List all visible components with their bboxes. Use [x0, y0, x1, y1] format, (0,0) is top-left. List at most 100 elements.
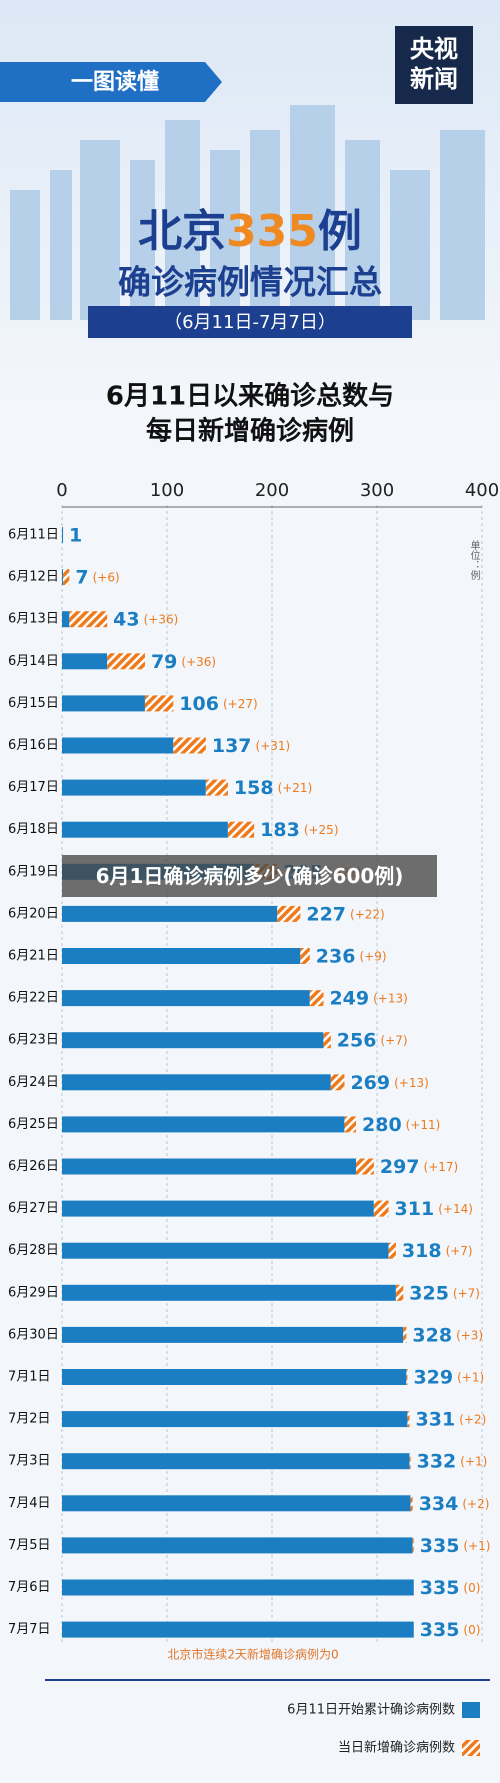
total-label: 106: [179, 693, 219, 715]
bar-segment: [62, 1074, 331, 1091]
total-label: 269: [350, 1072, 390, 1094]
bar-segment: [62, 1369, 407, 1385]
value-label: (+17): [424, 1160, 459, 1174]
bar-segment: [173, 737, 206, 754]
y-tick-label: 7月3日: [8, 1454, 51, 1469]
bar-segment: [62, 737, 174, 754]
total-label: 79: [151, 651, 177, 673]
y-tick-label: 6月14日: [8, 654, 59, 669]
bar-segment: [323, 1032, 331, 1049]
value-label: (+7): [446, 1244, 473, 1258]
value-label: (+36): [181, 655, 216, 669]
y-tick-label: 6月28日: [8, 1243, 59, 1258]
value-label: (+1): [463, 1539, 490, 1553]
x-tick-label: 0: [56, 480, 67, 501]
logo: [395, 26, 473, 104]
total-label: 297: [380, 1156, 420, 1178]
unit-label: 单位：例: [468, 540, 480, 581]
x-tick-label: 100: [150, 480, 184, 501]
subtitle: 确诊病例情况汇总: [118, 263, 382, 302]
value-label: (+14): [438, 1202, 473, 1216]
bar-segment: [356, 1158, 374, 1175]
bar-segment: [406, 1369, 408, 1385]
value-label: (+27): [223, 697, 258, 711]
bar-segment: [407, 1411, 410, 1428]
annotation: 北京市连续2天新增确诊病例为0: [167, 1647, 338, 1662]
title-part: 北京: [138, 206, 226, 257]
bar-segment: [330, 1074, 345, 1091]
total-label: 137: [212, 735, 252, 757]
total-label: 249: [329, 988, 369, 1010]
bar-segment: [412, 1537, 414, 1554]
y-tick-label: 7月2日: [8, 1412, 51, 1427]
bar-segment: [205, 779, 228, 796]
y-tick-label: 6月13日: [8, 612, 59, 627]
bar-segment: [62, 779, 206, 796]
value-label: (+11): [406, 1118, 441, 1132]
y-tick-label: 6月17日: [8, 780, 59, 795]
y-tick-label: 6月25日: [8, 1117, 59, 1132]
banner: [0, 62, 222, 102]
bar-segment: [388, 1242, 396, 1259]
bar-segment: [409, 1453, 411, 1470]
overlay-title: 6月1日确诊病例多少(确诊600例): [62, 855, 437, 897]
legend-swatch: [462, 1740, 480, 1756]
bar-segment: [373, 1200, 389, 1217]
bar-segment: [62, 1579, 414, 1596]
total-label: 334: [419, 1493, 459, 1515]
bar-segment: [62, 1158, 356, 1175]
y-tick-label: 6月15日: [8, 696, 59, 711]
chart-title: 6月11日以来确诊总数与: [106, 381, 394, 412]
bar-segment: [107, 653, 145, 670]
bar-segment: [62, 948, 301, 964]
bar-segment: [395, 1284, 404, 1301]
value-label: (+3): [456, 1328, 483, 1342]
bar-segment: [300, 948, 310, 964]
value-label: (+31): [256, 739, 291, 753]
y-tick-label: 6月12日: [8, 570, 59, 585]
bar-segment: [62, 695, 145, 712]
bar-segment: [62, 1200, 374, 1217]
y-tick-label: 6月29日: [8, 1285, 59, 1300]
value-label: (+1): [457, 1371, 484, 1385]
value-label: (+2): [459, 1413, 486, 1427]
bar-segment: [309, 990, 324, 1007]
x-tick-label: 400: [465, 480, 499, 501]
y-tick-label: 7月5日: [8, 1538, 51, 1553]
y-tick-label: 7月1日: [8, 1370, 51, 1385]
date-box: [88, 306, 412, 338]
bar-segment: [144, 695, 174, 712]
y-tick-label: 6月30日: [8, 1327, 59, 1342]
date-range: （6月11日-7月7日）: [164, 312, 336, 333]
value-label: (+7): [380, 1034, 407, 1048]
bar-segment: [62, 1032, 324, 1049]
bar-segment: [62, 905, 278, 922]
total-label: 256: [337, 1030, 377, 1052]
legend-swatch: [462, 1702, 480, 1718]
title-number: 335: [226, 206, 318, 257]
y-tick-label: 6月21日: [8, 949, 59, 964]
bar-segment: [62, 1621, 414, 1638]
value-label: (+9): [359, 950, 386, 964]
total-label: 335: [420, 1535, 460, 1557]
total-label: 158: [234, 777, 274, 799]
banner-text: 一图读懂: [71, 69, 159, 95]
y-tick-label: 6月22日: [8, 991, 59, 1006]
bar-segment: [62, 821, 228, 838]
bar-segment: [69, 611, 108, 628]
logo-text: 新闻: [410, 65, 458, 93]
value-label: (+7): [453, 1286, 480, 1300]
bar-segment: [62, 1242, 389, 1259]
total-label: 331: [416, 1409, 456, 1431]
y-tick-label: 7月4日: [8, 1496, 51, 1511]
bar-segment: [410, 1495, 413, 1512]
bar-segment: [62, 1411, 408, 1428]
logo-text: 央视: [410, 35, 458, 63]
bar-segment: [62, 527, 64, 543]
bar-segment: [62, 1284, 396, 1301]
y-tick-label: 6月23日: [8, 1033, 59, 1048]
x-tick-label: 300: [360, 480, 394, 501]
total-label: 335: [420, 1619, 460, 1641]
